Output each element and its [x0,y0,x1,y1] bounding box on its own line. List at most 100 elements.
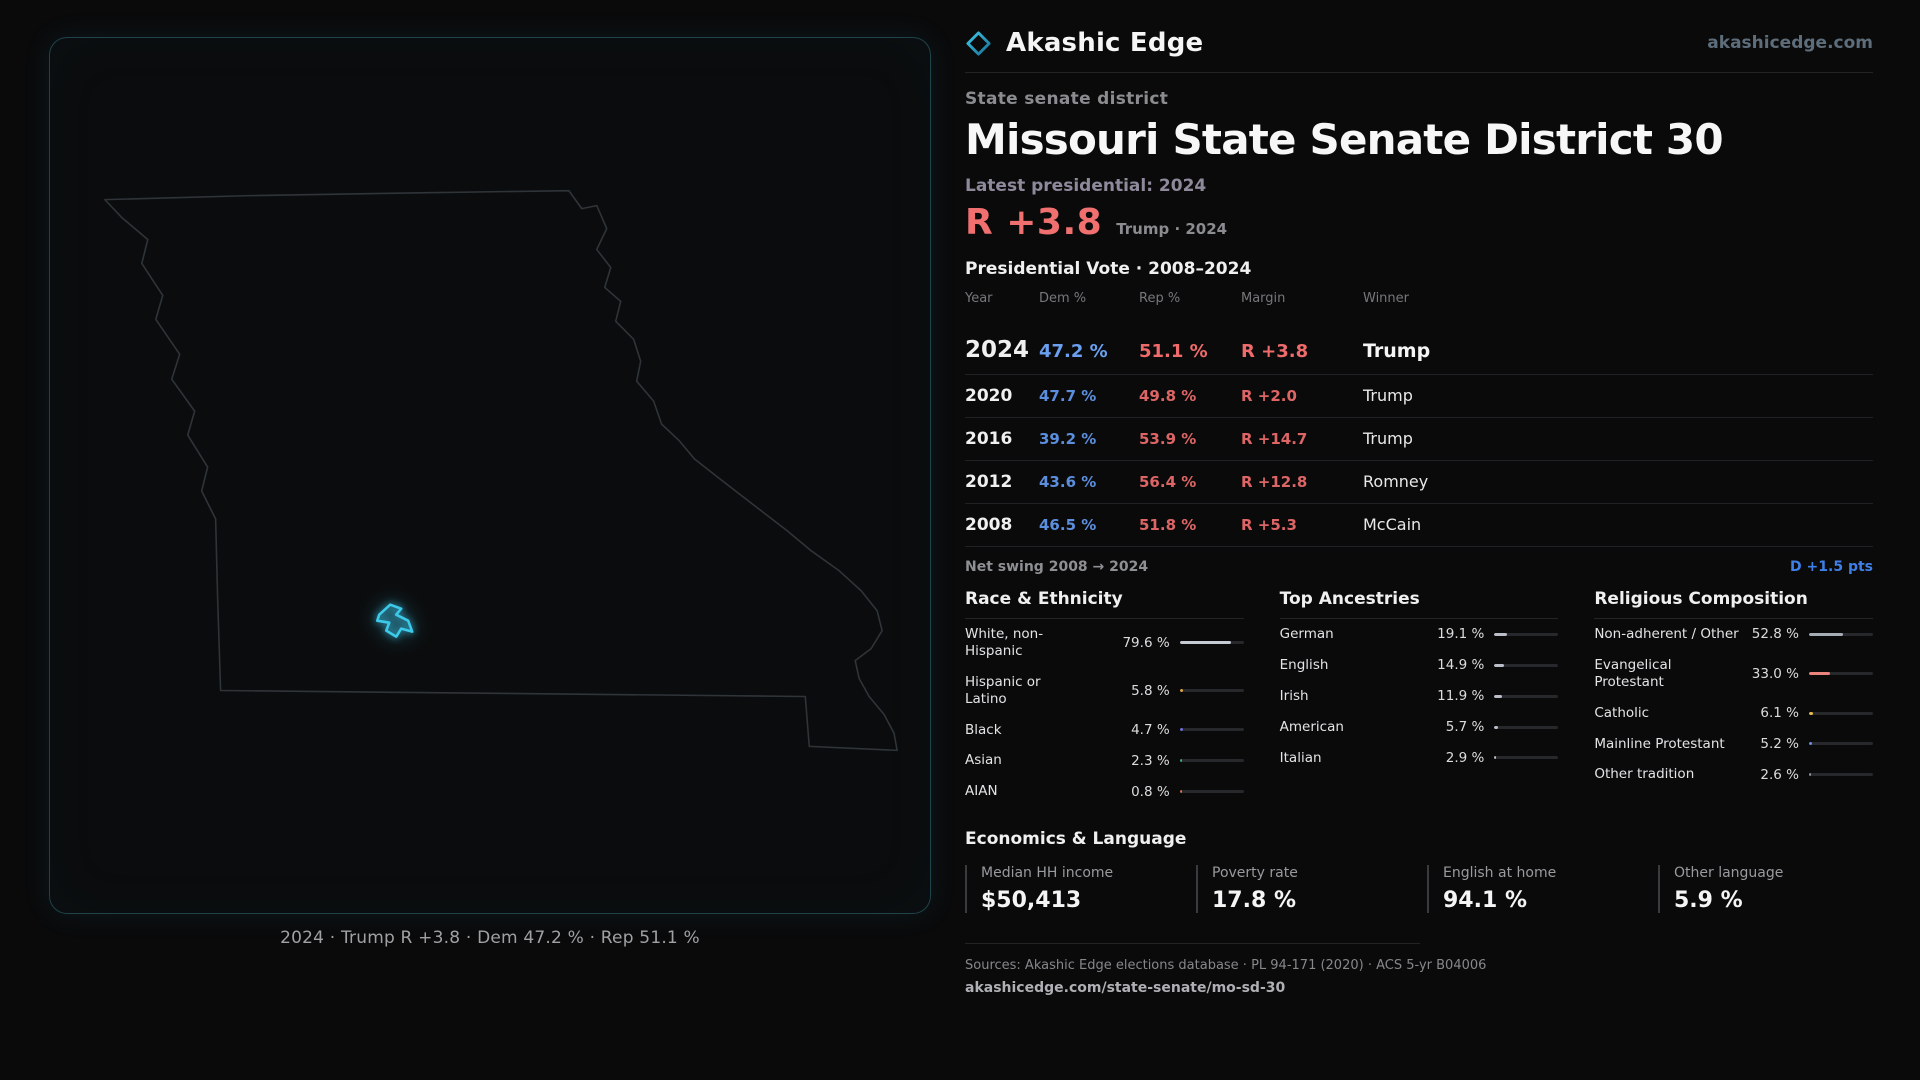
district-map-panel [49,37,931,914]
latest-presidential-label: Latest presidential: 2024 [965,176,1207,196]
ancestry-bar [1494,725,1559,729]
race-bar-fill [1179,641,1231,645]
vote-margin: R +12.8 [1241,473,1308,491]
race-label: White, non-Hispanic [965,626,1044,659]
headline-note: Trump · 2024 [1116,220,1228,238]
ancestry-bar-fill [1494,632,1507,636]
missouri-map [104,189,898,752]
religion-value: 33.0 % [1751,665,1799,682]
ancestry-bar-fill [1494,725,1498,729]
religion-label: Non-adherent / Other [1594,626,1739,642]
district-highlight-shape [375,603,414,638]
race-bar-fill [1179,790,1182,794]
demographics-section: Race & Ethnicity White, non-Hispanic 79.… [965,589,1873,807]
ancestry-bar [1494,632,1559,636]
headline-margin: R +3.8 [965,202,1103,243]
vote-rep-pct: 53.9 % [1139,430,1197,448]
vote-rep-pct: 51.8 % [1139,516,1197,534]
stat-value: 5.9 % [1674,888,1743,914]
ancestry-section-title: Top Ancestries [1279,589,1559,619]
net-swing-label: Net swing 2008 → 2024 [965,559,1149,575]
ancestry-column: Top Ancestries German 19.1 % English 14.… [1279,589,1559,807]
stat-label: Poverty rate [1212,865,1298,882]
vote-rep-pct: 51.1 % [1139,341,1208,362]
vote-winner: Romney [1363,472,1429,491]
race-value: 0.8 % [1131,783,1170,800]
page-title: Missouri State Senate District 30 [965,115,1724,164]
race-label: Black [965,721,1002,738]
district-type-label: State senate district [965,89,1169,109]
religion-bar-fill [1808,632,1843,636]
vote-year: 2008 [965,515,1013,535]
race-bar [1179,728,1244,732]
ancestry-bar-fill [1494,663,1504,667]
col-year: Year [965,291,993,306]
religion-label: Mainline Protestant [1594,735,1725,752]
net-swing-value: D +1.5 pts [1790,559,1873,575]
ancestry-bar-fill [1494,694,1502,698]
vote-margin: R +2.0 [1241,387,1297,405]
vote-table-title: Presidential Vote · 2008–2024 [965,259,1252,279]
stat-value: 17.8 % [1212,888,1296,914]
header: Akashic Edge akashicedge.com [965,28,1873,73]
religion-bar-fill [1808,773,1811,777]
economics-section-title: Economics & Language [965,829,1187,850]
religion-value: 5.2 % [1760,735,1799,752]
missouri-outline [104,189,898,752]
ancestry-bar [1494,663,1559,667]
footer-divider [965,943,1420,945]
religion-bar [1808,773,1873,777]
religion-label: Evangelical Protestant [1594,656,1672,690]
race-bar-fill [1179,689,1184,693]
ancestry-row: American 5.7 % [1280,712,1559,743]
race-bar [1179,641,1244,645]
race-label: Asian [965,752,1002,769]
col-rep: Rep % [1139,291,1181,306]
religion-label: Other tradition [1594,766,1695,783]
stat-label: Other language [1674,865,1784,882]
ancestry-label: Irish [1279,687,1309,704]
brand-site-link[interactable]: akashicedge.com [1707,33,1873,53]
vote-margin: R +14.7 [1241,430,1308,448]
ancestry-value: 19.1 % [1437,626,1485,643]
race-row: Black 4.7 % [965,715,1244,746]
col-margin: Margin [1241,291,1286,306]
race-section-title: Race & Ethnicity [965,589,1244,619]
religion-value: 2.6 % [1760,766,1799,783]
race-bar-fill [1179,728,1183,732]
race-list: White, non-Hispanic 79.6 % Hispanic or L… [965,619,1244,807]
religion-bar [1808,742,1873,746]
vote-dem-pct: 47.7 % [1039,387,1097,405]
vote-dem-pct: 39.2 % [1039,430,1097,448]
footer-permalink-link[interactable]: akashicedge.com/state-senate/mo-sd-30 [965,980,1286,997]
col-dem: Dem % [1039,291,1087,306]
religion-bar [1808,711,1873,715]
stat-card: Median HH income $50,413 [965,865,1196,914]
race-bar-fill [1179,759,1182,763]
vote-rep-pct: 49.8 % [1139,387,1197,405]
religion-column: Religious Composition Non-adherent / Oth… [1594,589,1873,807]
religion-row: Other tradition 2.6 % [1594,759,1873,790]
brand-name: Akashic Edge [1006,28,1204,58]
race-bar [1179,790,1244,794]
religion-bar-fill [1808,672,1831,676]
race-bar [1179,689,1244,693]
ancestry-bar-fill [1494,756,1497,760]
religion-row: Non-adherent / Other 52.8 % [1594,619,1873,650]
brand-diamond-icon [966,30,991,56]
vote-table-row: 2016 39.2 % 53.9 % R +14.7 Trump [965,418,1873,461]
ancestry-bar [1494,756,1559,760]
vote-table-row: 2024 47.2 % 51.1 % R +3.8 Trump [965,326,1873,375]
race-value: 2.3 % [1131,752,1170,769]
stat-label: English at home [1443,865,1557,882]
religion-value: 52.8 % [1751,626,1799,643]
vote-dem-pct: 47.2 % [1039,341,1108,362]
net-swing-row: Net swing 2008 → 2024 D +1.5 pts [965,547,1873,575]
vote-winner: Trump [1363,429,1413,448]
ancestry-row: Italian 2.9 % [1280,743,1559,774]
race-label: AIAN [965,783,998,800]
ancestry-value: 11.9 % [1437,688,1485,705]
vote-winner: Trump [1363,340,1431,362]
race-row: White, non-Hispanic 79.6 % [965,619,1244,667]
religion-bar-fill [1808,711,1813,715]
